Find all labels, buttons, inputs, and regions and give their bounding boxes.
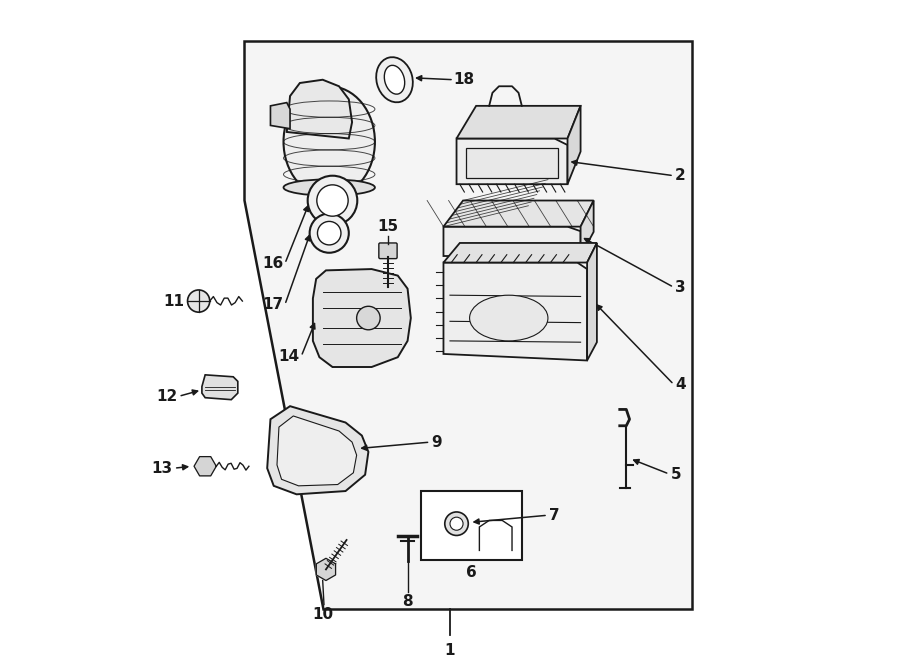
Ellipse shape xyxy=(384,66,405,94)
Text: 5: 5 xyxy=(670,467,681,481)
Text: 14: 14 xyxy=(279,349,300,364)
Circle shape xyxy=(187,290,210,312)
Text: 15: 15 xyxy=(377,220,399,234)
Polygon shape xyxy=(267,406,368,495)
Polygon shape xyxy=(277,416,356,486)
Polygon shape xyxy=(316,558,336,581)
Text: 3: 3 xyxy=(675,280,686,295)
Text: 7: 7 xyxy=(549,508,560,523)
Polygon shape xyxy=(568,106,580,184)
Text: 12: 12 xyxy=(156,389,177,404)
Text: 9: 9 xyxy=(432,434,442,449)
Polygon shape xyxy=(313,269,410,367)
Polygon shape xyxy=(587,243,597,361)
Text: 1: 1 xyxy=(445,643,455,658)
Polygon shape xyxy=(202,375,238,400)
Circle shape xyxy=(445,512,468,536)
Circle shape xyxy=(317,185,348,216)
Text: 13: 13 xyxy=(151,461,173,476)
Circle shape xyxy=(356,307,380,330)
Ellipse shape xyxy=(284,179,375,196)
Polygon shape xyxy=(444,263,587,361)
Polygon shape xyxy=(444,226,580,256)
Polygon shape xyxy=(456,106,580,138)
Circle shape xyxy=(450,517,464,530)
Text: 6: 6 xyxy=(466,565,477,580)
Text: 10: 10 xyxy=(312,606,333,622)
FancyBboxPatch shape xyxy=(379,243,397,259)
Polygon shape xyxy=(271,103,290,128)
Circle shape xyxy=(318,221,341,245)
Text: 8: 8 xyxy=(402,594,413,609)
Text: 16: 16 xyxy=(262,256,284,271)
Bar xyxy=(420,491,522,559)
Circle shape xyxy=(310,214,349,253)
Polygon shape xyxy=(456,138,568,184)
Polygon shape xyxy=(444,243,597,263)
Ellipse shape xyxy=(470,295,548,341)
Circle shape xyxy=(308,175,357,225)
Text: 11: 11 xyxy=(163,293,184,308)
Polygon shape xyxy=(287,79,352,138)
Text: 2: 2 xyxy=(675,168,686,183)
Polygon shape xyxy=(444,201,594,226)
Text: 18: 18 xyxy=(454,72,474,87)
Ellipse shape xyxy=(284,86,375,197)
Polygon shape xyxy=(194,457,216,476)
Polygon shape xyxy=(580,201,594,256)
Polygon shape xyxy=(244,40,691,608)
Text: 17: 17 xyxy=(263,297,284,312)
Ellipse shape xyxy=(376,57,413,103)
Text: 4: 4 xyxy=(675,377,686,392)
Bar xyxy=(466,148,558,177)
